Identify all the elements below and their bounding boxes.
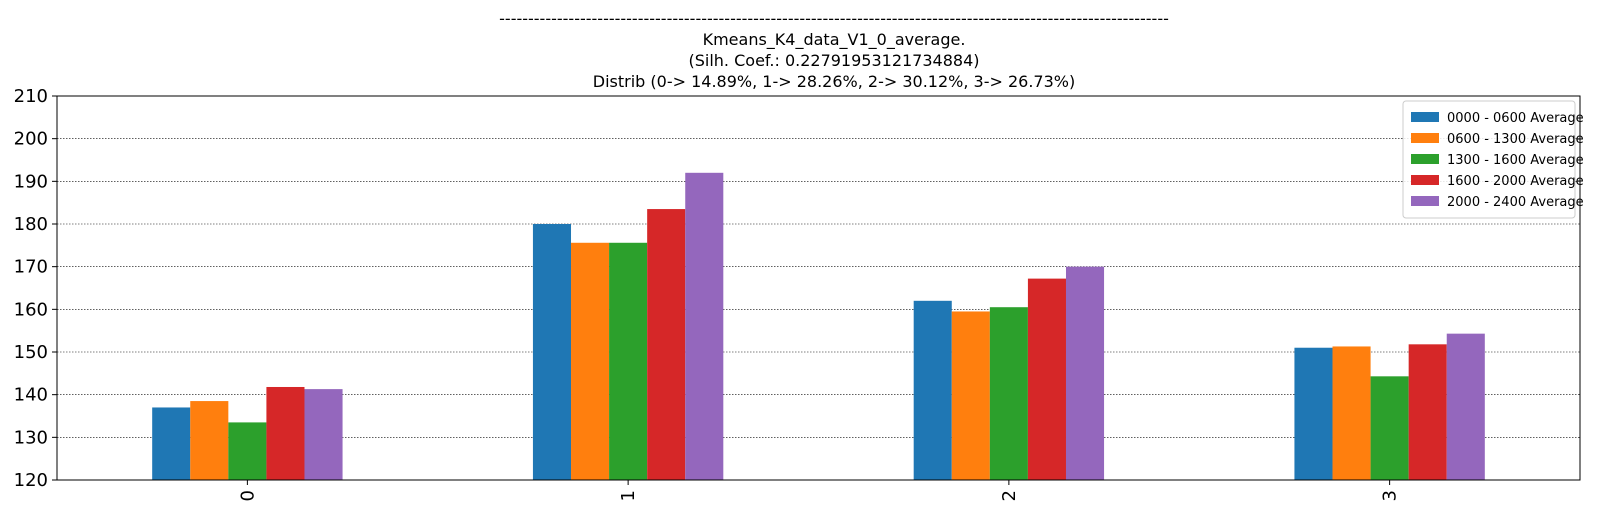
- bar-cat0-series4: [304, 389, 343, 480]
- legend-label-1: 0600 - 1300 Average: [1447, 132, 1584, 147]
- bar-cat3-series2: [1370, 376, 1409, 480]
- bars: [152, 172, 1485, 481]
- legend-label-0: 0000 - 0600 Average: [1447, 111, 1584, 126]
- bar-cat2-series2: [989, 307, 1028, 480]
- title-line-3: Distrib (0-> 14.89%, 1-> 28.26%, 2-> 30.…: [593, 72, 1075, 91]
- legend: 0000 - 0600 Average 0600 - 1300 Average 13…: [1402, 100, 1584, 219]
- legend-label-4: 2000 - 2400 Average: [1447, 195, 1584, 210]
- x-tick-label-3: 3: [1380, 490, 1401, 501]
- legend-box: [1402, 100, 1576, 219]
- bar-cat2-series4: [1065, 266, 1105, 480]
- bar-cat0-series3: [266, 386, 305, 480]
- bar-cat1-series0: [532, 224, 572, 480]
- x-axis: 0 1 2 3: [237, 480, 1401, 501]
- y-tick-label-9: 210: [14, 86, 48, 107]
- bar-cat2-series1: [951, 311, 990, 480]
- y-tick-label-2: 140: [14, 385, 48, 406]
- bar-cat0-series2: [228, 422, 267, 480]
- y-tick-label-8: 200: [14, 129, 48, 150]
- title-line-0: ----------------------------------------…: [499, 9, 1169, 28]
- plot-frame: [56, 95, 1581, 481]
- x-tick-label-1: 1: [618, 490, 639, 501]
- legend-swatch-0: [1411, 112, 1439, 122]
- bar-cat1-series4: [685, 172, 724, 481]
- bar-cat1-series2: [609, 242, 648, 480]
- y-tick-label-3: 150: [14, 342, 48, 363]
- bar-cat3-series4: [1446, 333, 1485, 480]
- legend-label-2: 1300 - 1600 Average: [1447, 153, 1584, 168]
- y-axis: 120 130 140 150 160 170 180 190 200 210: [14, 86, 57, 491]
- legend-swatch-2: [1411, 154, 1439, 164]
- x-tick-label-2: 2: [999, 490, 1020, 501]
- legend-swatch-3: [1411, 175, 1439, 185]
- y-tick-label-4: 160: [14, 299, 48, 320]
- y-tick-label-6: 180: [14, 214, 48, 235]
- y-tick-label-1: 130: [14, 427, 48, 448]
- y-tick-label-7: 190: [14, 171, 48, 192]
- legend-swatch-4: [1411, 196, 1439, 206]
- bar-cat3-series0: [1294, 347, 1333, 480]
- bar-cat3-series3: [1408, 344, 1447, 480]
- legend-swatch-1: [1411, 133, 1439, 143]
- y-tick-label-5: 170: [14, 257, 48, 278]
- bar-cat1-series1: [571, 242, 610, 480]
- bar-cat2-series0: [913, 300, 952, 480]
- bar-cat0-series1: [190, 401, 229, 480]
- chart-title: ----------------------------------------…: [499, 9, 1169, 91]
- title-line-1: Kmeans_K4_data_V1_0_average.: [703, 30, 966, 50]
- bar-cat2-series3: [1027, 278, 1066, 480]
- x-tick-label-0: 0: [237, 490, 258, 501]
- bar-cat0-series0: [152, 407, 191, 480]
- y-tick-label-0: 120: [14, 470, 48, 491]
- legend-label-3: 1600 - 2000 Average: [1447, 174, 1584, 189]
- title-line-2: (Silh. Coef.: 0.22791953121734884): [689, 51, 980, 70]
- bar-cat1-series3: [647, 209, 686, 481]
- bar-cat3-series1: [1332, 346, 1371, 480]
